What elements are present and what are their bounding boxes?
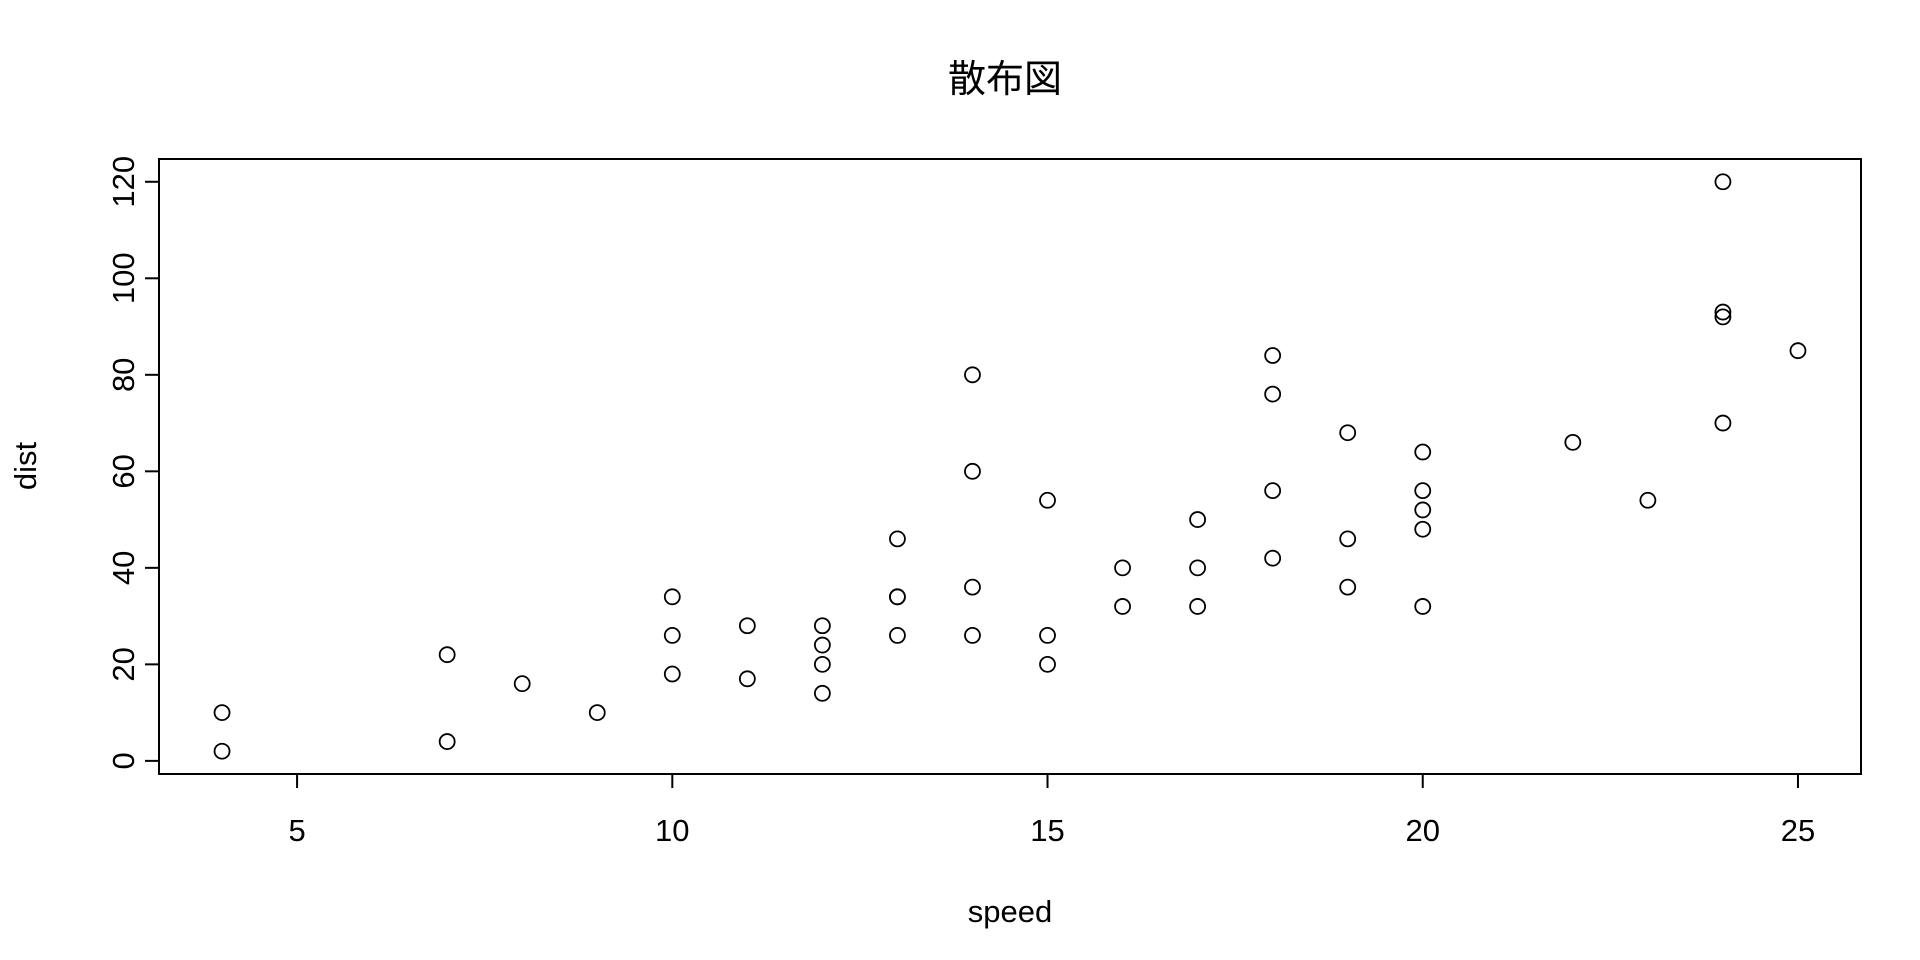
x-tick-label: 15 <box>1030 813 1064 848</box>
data-point <box>588 704 606 722</box>
data-point <box>738 670 756 688</box>
data-point <box>1264 385 1282 403</box>
data-point <box>964 462 981 480</box>
data-point <box>1414 520 1432 538</box>
chart-title: 散布図 <box>948 57 1062 101</box>
data-point <box>213 742 231 760</box>
x-tick-label: 10 <box>655 813 689 848</box>
data-point <box>1189 511 1207 528</box>
y-axis: 0 20 40 60 80 100 120 <box>106 156 160 769</box>
data-point <box>438 646 456 664</box>
data-point <box>1414 443 1432 461</box>
data-point <box>889 627 906 644</box>
y-axis-label: dist <box>8 441 43 490</box>
data-point <box>813 655 831 673</box>
data-point <box>1339 424 1357 442</box>
x-tick-label: 25 <box>1781 813 1815 848</box>
data-point <box>964 578 981 596</box>
data-point <box>1564 433 1582 451</box>
x-tick-label: 5 <box>288 813 305 848</box>
data-points <box>213 173 1807 760</box>
data-point <box>889 530 906 548</box>
data-point <box>1189 598 1207 615</box>
data-point <box>1264 549 1282 567</box>
data-point <box>1414 598 1432 615</box>
data-point <box>1789 342 1807 360</box>
data-point <box>663 665 681 683</box>
x-axis-label: speed <box>968 894 1052 929</box>
data-point <box>1639 491 1657 509</box>
data-point <box>964 627 981 644</box>
data-point <box>1714 308 1732 326</box>
y-tick-label: 60 <box>106 454 141 488</box>
data-point <box>1189 559 1207 577</box>
data-point <box>1264 482 1282 500</box>
y-tick-label: 0 <box>106 752 141 769</box>
data-point <box>1714 303 1732 321</box>
data-point <box>1714 414 1732 432</box>
y-tick-label: 100 <box>106 252 141 304</box>
data-point <box>1039 627 1056 644</box>
data-point <box>1264 347 1282 364</box>
data-point <box>1414 501 1432 519</box>
data-point <box>1414 482 1432 500</box>
data-point <box>1039 655 1056 673</box>
data-point <box>1039 491 1056 509</box>
y-tick-label: 40 <box>106 551 141 585</box>
data-point <box>663 588 681 606</box>
x-tick-label: 20 <box>1406 813 1440 848</box>
data-point <box>964 366 981 384</box>
y-tick-label: 120 <box>106 156 141 208</box>
data-point <box>513 675 531 693</box>
data-point <box>1339 530 1357 548</box>
data-point <box>438 733 456 750</box>
y-tick-label: 20 <box>106 647 141 681</box>
data-point <box>889 588 906 606</box>
y-tick-label: 80 <box>106 358 141 392</box>
data-point <box>1114 559 1131 577</box>
data-point <box>813 684 831 702</box>
data-point <box>1339 578 1357 596</box>
data-point <box>738 617 756 635</box>
data-point <box>1114 598 1131 615</box>
plot-frame <box>158 158 1862 775</box>
x-axis: 5 10 15 20 25 <box>288 773 1815 848</box>
data-point <box>813 617 831 635</box>
data-point <box>213 704 231 722</box>
data-point <box>813 636 831 654</box>
data-point <box>663 627 681 644</box>
data-point <box>1714 173 1732 191</box>
